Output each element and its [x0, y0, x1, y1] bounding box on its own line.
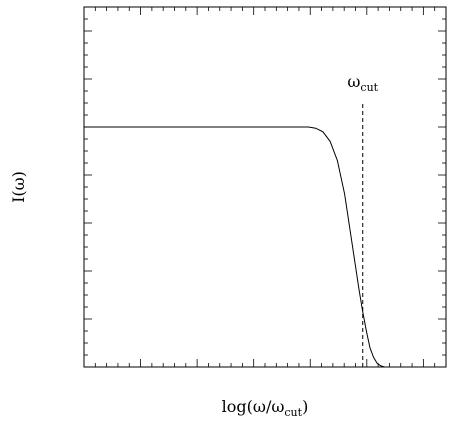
cutoff-label-sub: cut: [360, 81, 378, 94]
x-axis-label: log(ω/ωcut): [222, 397, 309, 419]
x-axis-label-main: log(ω/ω: [222, 397, 285, 416]
y-axis-label: I(ω): [9, 171, 28, 203]
x-axis-label-close: ): [302, 397, 308, 416]
x-axis-label-sub: cut: [284, 406, 302, 419]
cutoff-label: ωcut: [347, 72, 378, 94]
intensity-curve: [84, 126, 385, 368]
axis-ticks: [84, 7, 446, 367]
plot-frame: [83, 6, 447, 368]
cutoff-label-main: ω: [347, 72, 360, 91]
